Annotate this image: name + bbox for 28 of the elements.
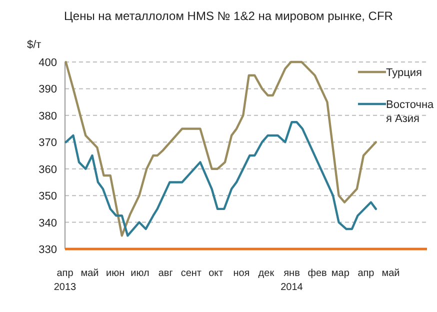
x-tick-label: июл: [130, 268, 150, 279]
y-tick-label: 360: [38, 164, 57, 176]
line-series: [64, 60, 377, 237]
y-tick-label: 370: [38, 137, 57, 150]
y-tick-label: 350: [38, 190, 57, 203]
x-tick-label: ноя: [233, 268, 250, 279]
y-tick-label: 400: [38, 57, 57, 69]
y-tick-label: 330: [38, 244, 57, 256]
chart-title: Цены на металлолом HMS № 1&2 на мировом рынке, CFR: [64, 9, 394, 23]
y-tick-label: 340: [38, 217, 57, 230]
x-tick-label: сент: [180, 268, 202, 279]
legend-label: Турция: [386, 67, 422, 79]
x-tick-label: апр: [358, 268, 375, 279]
x-tick-label: апр 2013: [54, 268, 77, 293]
y-tick-label: 390: [38, 84, 57, 96]
legend-label: Восточная Азия: [386, 99, 435, 125]
x-tick-label: фев: [308, 268, 327, 279]
line-series: [64, 121, 377, 237]
y-axis-title: $/т: [27, 39, 42, 51]
x-tick-label: мар: [331, 268, 350, 279]
x-tick-label: июн: [106, 268, 125, 279]
y-tick-label: 380: [38, 110, 57, 122]
x-tick-label: май: [382, 268, 400, 279]
x-tick-label: дек: [258, 268, 275, 279]
x-tick-label: май: [80, 268, 99, 279]
x-tick-label: янв 2014: [280, 268, 304, 293]
x-tick-label: окт: [208, 268, 224, 279]
x-tick-label: авг: [158, 268, 174, 279]
